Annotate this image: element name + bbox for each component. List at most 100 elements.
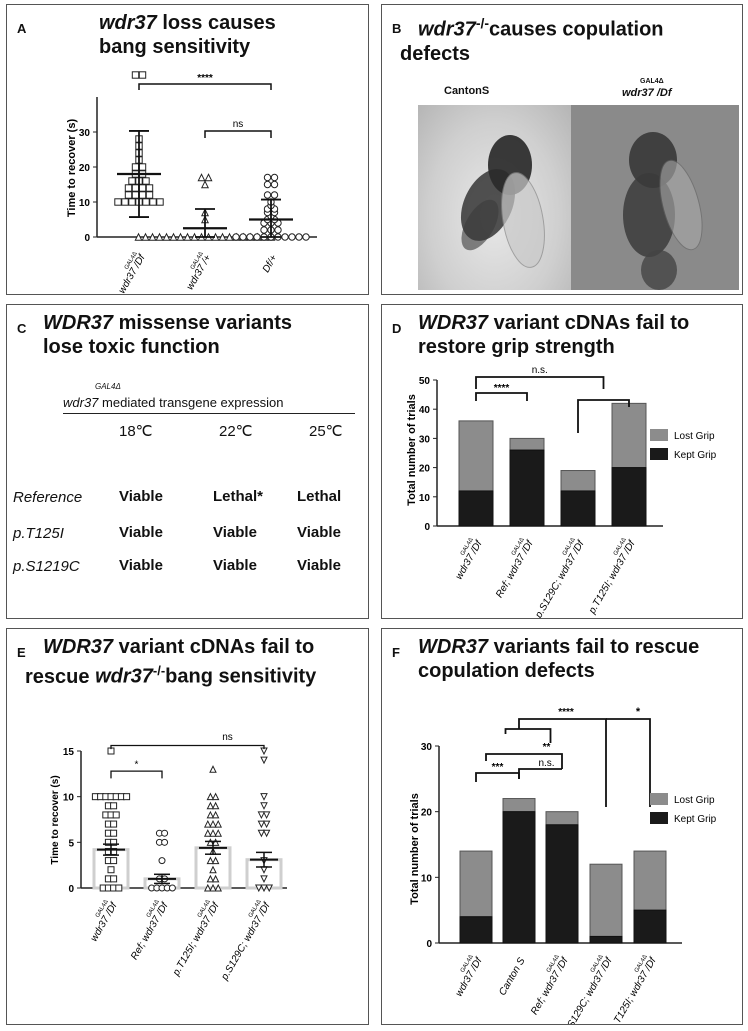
f-bar-lost bbox=[633, 850, 667, 911]
a-point bbox=[200, 180, 210, 189]
a-point bbox=[274, 226, 282, 234]
f-sig-label: **** bbox=[558, 707, 574, 718]
panel-a-title-line2: bang sensitivity bbox=[99, 36, 251, 58]
e-point bbox=[265, 884, 274, 893]
e-point bbox=[209, 819, 217, 828]
e-point bbox=[168, 884, 176, 892]
d-y-tick-label: 40 bbox=[419, 405, 431, 416]
e-point bbox=[110, 875, 118, 883]
f-x-label: Canton S bbox=[497, 956, 528, 998]
d-y-tick-label: 30 bbox=[419, 434, 431, 445]
panel-e: E WDR37 variant cDNAs fail to rescue wdr… bbox=[6, 628, 369, 1025]
panel-b-title: wdr37-/-causes copulation defects bbox=[400, 11, 664, 66]
panel-b-title-gene: wdr37 bbox=[418, 18, 476, 41]
e-point bbox=[161, 829, 169, 837]
e-point bbox=[110, 829, 118, 837]
a-point bbox=[149, 198, 157, 206]
e-point bbox=[203, 819, 212, 828]
e-point bbox=[257, 811, 266, 820]
panel-c-header-rule bbox=[63, 413, 355, 414]
e-point bbox=[209, 865, 217, 874]
d-y-tick-label: 0 bbox=[424, 522, 430, 533]
e-point bbox=[214, 819, 223, 828]
panel-c-header: wdr37 mediated transgene expression bbox=[63, 395, 283, 410]
a-point bbox=[131, 184, 140, 192]
panel-d-chart: Total number of trials 01020304050wdr37 … bbox=[406, 365, 717, 618]
a-point bbox=[121, 198, 129, 206]
e-point bbox=[211, 810, 220, 819]
e-point bbox=[260, 802, 268, 810]
legend-lost-label-f: Lost Grip bbox=[674, 795, 715, 806]
cell-reference-18: Viable bbox=[119, 488, 163, 505]
panel-c-title-rest: missense variants bbox=[113, 312, 293, 334]
panel-d-title: WDR37 variant cDNAs fail to restore grip… bbox=[418, 311, 689, 359]
f-bar-kept bbox=[633, 909, 667, 944]
e-point bbox=[161, 838, 169, 846]
a-point bbox=[197, 173, 206, 182]
e-point bbox=[260, 793, 268, 801]
a-point bbox=[138, 71, 147, 79]
e-point bbox=[214, 829, 223, 837]
cell-s1219c-18: Viable bbox=[119, 557, 163, 574]
f-y-tick-label: 20 bbox=[421, 808, 433, 819]
panel-f: F WDR37 variants fail to rescue copulati… bbox=[381, 628, 743, 1025]
d-y-tick-label: 10 bbox=[419, 493, 431, 504]
canton-s-fly-drawing bbox=[460, 135, 545, 268]
a-point bbox=[263, 191, 272, 199]
a-point bbox=[131, 191, 140, 199]
e-point bbox=[214, 883, 223, 892]
e-sig-label: * bbox=[135, 759, 139, 770]
f-sig-bar bbox=[485, 753, 563, 769]
a-point bbox=[128, 198, 136, 206]
a-point bbox=[253, 233, 261, 241]
legend-kept-swatch-f bbox=[650, 812, 668, 824]
a-y-tick-label: 0 bbox=[84, 233, 90, 244]
a-sig-bar bbox=[204, 130, 272, 138]
a-point bbox=[302, 233, 310, 241]
panel-f-label: F bbox=[392, 645, 400, 660]
d-y-tick-label: 50 bbox=[419, 376, 431, 387]
a-point bbox=[232, 233, 240, 241]
e-point bbox=[262, 829, 271, 838]
panel-f-title-rest: variants fail to rescue bbox=[488, 636, 700, 658]
e-point bbox=[206, 801, 215, 810]
a-point bbox=[204, 173, 213, 182]
e-point bbox=[209, 829, 217, 837]
e-point bbox=[206, 810, 215, 819]
mutant-fly-photo bbox=[571, 105, 739, 290]
mutant-fly-drawing bbox=[623, 132, 703, 290]
row-label-t125i: p.T125I bbox=[13, 525, 64, 542]
a-point bbox=[156, 198, 164, 206]
e-point bbox=[206, 792, 215, 801]
a-point bbox=[295, 233, 303, 241]
a-point bbox=[263, 180, 272, 189]
f-bar-kept bbox=[589, 935, 623, 944]
e-point bbox=[254, 884, 263, 893]
e-point bbox=[112, 811, 120, 819]
panel-a-label: A bbox=[17, 21, 27, 36]
f-sig-label: ** bbox=[543, 742, 551, 753]
panel-c: C WDR37 missense variants lose toxic fun… bbox=[6, 304, 369, 619]
d-bar-kept bbox=[509, 449, 545, 527]
e-x-label: p.T125I; wdr37 /Df bbox=[170, 900, 222, 979]
e-point bbox=[206, 874, 215, 883]
e-point bbox=[211, 856, 220, 865]
d-y-tick-label: 20 bbox=[419, 464, 431, 475]
a-point bbox=[145, 184, 154, 192]
e-point bbox=[123, 793, 131, 801]
legend-lost-label: Lost Grip bbox=[674, 431, 715, 442]
e-point bbox=[260, 756, 268, 765]
cell-reference-25: Lethal bbox=[297, 488, 342, 505]
d-sig-label: **** bbox=[494, 383, 510, 394]
e-sig-bar bbox=[110, 744, 265, 750]
legend-kept-label: Kept Grip bbox=[674, 450, 717, 461]
e-point bbox=[211, 874, 220, 883]
panel-c-header-sup: GAL4Δ bbox=[95, 382, 121, 391]
a-x-label: Df/+ bbox=[261, 253, 280, 275]
panel-b-title-line2: defects bbox=[400, 42, 471, 65]
panel-e-title-gene: WDR37 bbox=[43, 636, 114, 658]
legend-lost-swatch-f bbox=[650, 793, 668, 805]
panel-b-label: B bbox=[392, 21, 402, 36]
panel-f-ylabel: Total number of trials bbox=[409, 793, 421, 905]
e-point bbox=[211, 838, 220, 846]
